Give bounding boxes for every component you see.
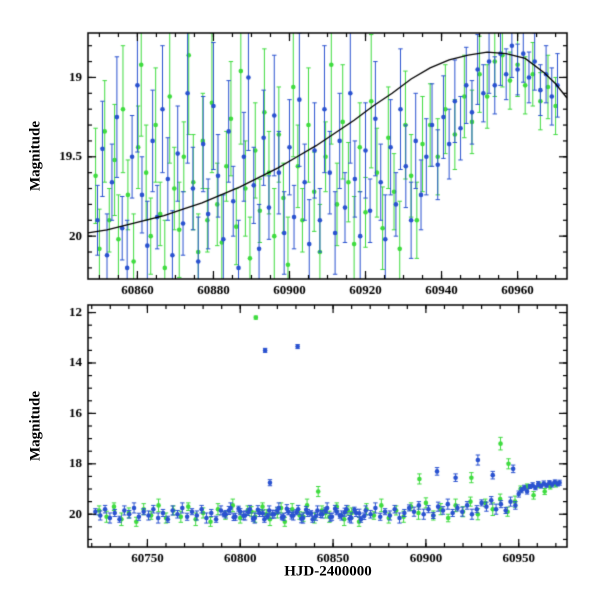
- x-axis-title: HJD-2400000: [284, 563, 372, 580]
- top-panel-y-axis-title: Magnitude: [27, 120, 44, 192]
- bottom-panel-y-axis-title: Magnitude: [27, 390, 44, 462]
